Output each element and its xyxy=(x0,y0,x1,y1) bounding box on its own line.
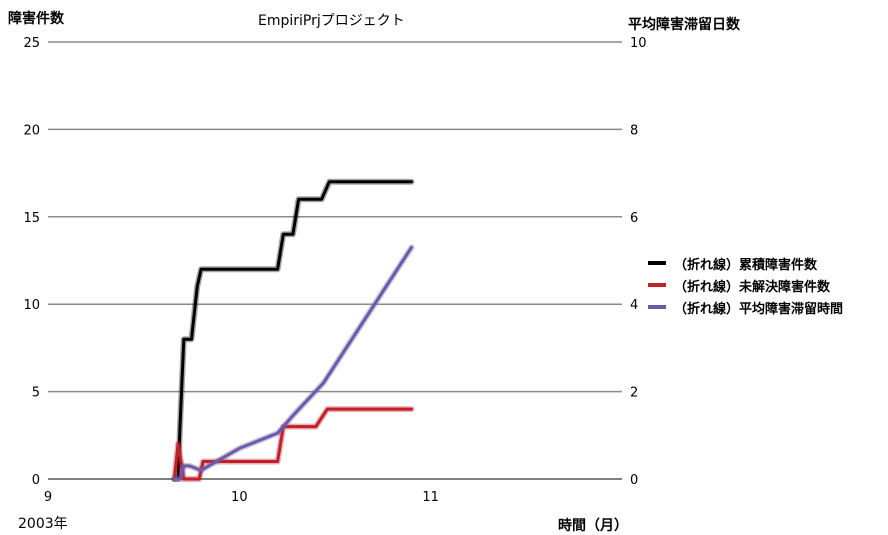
left-tick-label: 25 xyxy=(23,36,40,51)
legend-label-cumulative: （折れ線）累積障害件数 xyxy=(674,254,817,273)
x-tick-label: 9 xyxy=(44,490,52,505)
x-axis-title: 時間（月） xyxy=(558,515,628,535)
left-tick-label: 5 xyxy=(32,386,40,401)
grid-lines xyxy=(48,42,622,479)
right-tick-label: 2 xyxy=(630,386,638,401)
right-tick-label: 8 xyxy=(630,123,638,138)
x-tick-label: 11 xyxy=(422,490,439,505)
legend: （折れ線）累積障害件数 （折れ線）未解決障害件数 （折れ線）平均障害滞留時間 xyxy=(648,252,843,318)
right-tick-label: 6 xyxy=(630,211,638,226)
left-tick-label: 15 xyxy=(23,211,40,226)
right-axis-title: 平均障害滞留日数 xyxy=(628,14,740,34)
x-tick-label: 10 xyxy=(231,490,248,505)
series-line-2 xyxy=(174,247,411,479)
series-line-halo-2 xyxy=(174,247,411,479)
legend-label-unresolved: （折れ線）未解決障害件数 xyxy=(674,276,830,295)
series-line-0 xyxy=(174,182,411,479)
right-tick-label: 0 xyxy=(630,473,638,488)
legend-item-cumulative: （折れ線）累積障害件数 xyxy=(648,252,843,274)
series-layer xyxy=(174,182,411,479)
legend-swatch-unresolved xyxy=(648,283,666,287)
year-label: 2003年 xyxy=(18,513,68,533)
chart-title: EmpiriPrjプロジェクト xyxy=(258,10,405,30)
legend-item-unresolved: （折れ線）未解決障害件数 xyxy=(648,274,843,296)
legend-swatch-average xyxy=(648,305,666,309)
legend-label-average: （折れ線）平均障害滞留時間 xyxy=(674,298,843,317)
left-tick-label: 10 xyxy=(23,298,40,313)
legend-swatch-cumulative xyxy=(648,261,666,265)
right-tick-label: 10 xyxy=(630,36,647,51)
left-tick-label: 0 xyxy=(32,473,40,488)
left-tick-label: 20 xyxy=(23,123,40,138)
right-tick-label: 4 xyxy=(630,298,638,313)
legend-item-average: （折れ線）平均障害滞留時間 xyxy=(648,296,843,318)
tick-labels: 0 5 10 15 20 25 0 2 4 6 8 10 9 10 11 xyxy=(23,36,646,505)
left-axis-title: 障害件数 xyxy=(8,8,64,28)
